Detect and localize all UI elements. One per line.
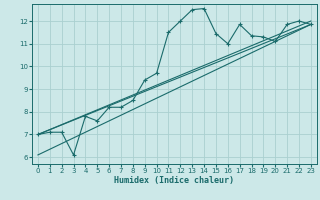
X-axis label: Humidex (Indice chaleur): Humidex (Indice chaleur) [115, 176, 234, 185]
